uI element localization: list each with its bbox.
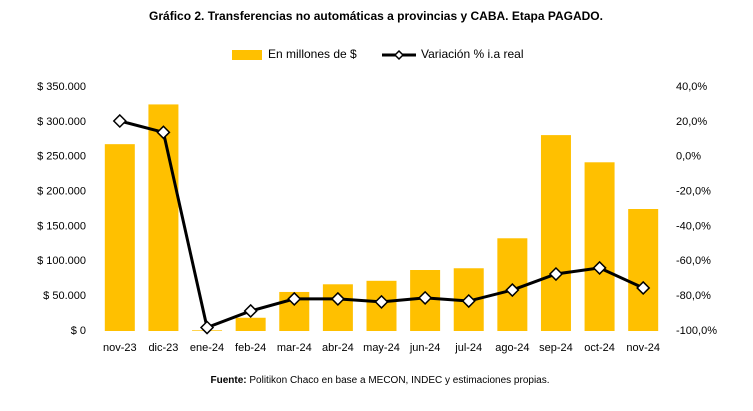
- legend-marker: [393, 49, 405, 61]
- y-tick-label: $ 150.000: [37, 220, 86, 232]
- line-marker: [505, 282, 520, 298]
- chart-title: Gráfico 2. Transferencias no automáticas…: [149, 9, 603, 23]
- y2-tick-label: -100,0%: [676, 325, 717, 337]
- x-tick-label: jun-24: [409, 342, 441, 354]
- y2-tick-label: -20,0%: [676, 185, 711, 197]
- y2-tick-label: -60,0%: [676, 255, 711, 267]
- line-marker: [374, 294, 389, 309]
- line-marker: [287, 291, 302, 306]
- line-marker: [592, 260, 607, 275]
- y2-tick-label: 0,0%: [676, 151, 701, 163]
- line-marker: [418, 290, 433, 305]
- x-tick-label: oct-24: [584, 342, 615, 354]
- line-marker: [199, 320, 215, 335]
- line-marker: [156, 125, 171, 140]
- legend-swatch: [232, 50, 262, 60]
- y-tick-label: $ 0: [71, 325, 86, 337]
- x-tick-label: feb-24: [235, 342, 266, 354]
- x-tick-label: ene-24: [190, 342, 224, 354]
- x-tick-label: mar-24: [277, 342, 312, 354]
- x-tick-label: may-24: [363, 342, 400, 354]
- bar: [322, 284, 353, 331]
- bar: [104, 144, 135, 331]
- legend-label: En millones de $: [268, 47, 357, 61]
- y-tick-label: $ 300.000: [37, 116, 86, 128]
- bar: [628, 209, 659, 331]
- source: Fuente: Politikon Chaco en base a MECON,…: [210, 375, 549, 386]
- line-marker: [243, 303, 258, 319]
- x-tick-label: nov-23: [103, 342, 137, 354]
- bar: [148, 104, 179, 331]
- x-tick-label: nov-24: [626, 342, 660, 354]
- source-text: Politikon Chaco en base a MECON, INDEC y…: [249, 375, 549, 386]
- y2-tick-label: -80,0%: [676, 290, 711, 302]
- y-tick-label: $ 350.000: [37, 81, 86, 93]
- y2-tick-label: 20,0%: [676, 116, 707, 128]
- x-tick-label: dic-23: [148, 342, 178, 354]
- line-marker: [636, 280, 651, 296]
- bar: [584, 162, 615, 331]
- y2-tick-label: -40,0%: [676, 220, 711, 232]
- line-marker: [330, 291, 345, 306]
- y2-tick-label: 40,0%: [676, 81, 707, 93]
- line-marker: [548, 266, 564, 282]
- bar: [540, 135, 571, 331]
- line-marker: [112, 113, 127, 129]
- bar: [235, 317, 266, 331]
- y-tick-label: $ 200.000: [37, 185, 86, 197]
- source-label: Fuente:: [210, 375, 246, 386]
- y-tick-label: $ 100.000: [37, 255, 86, 267]
- x-tick-label: sep-24: [539, 342, 573, 354]
- y-tick-label: $ 50.000: [43, 290, 86, 302]
- legend-label: Variación % i.a real: [421, 47, 524, 61]
- x-tick-label: jul-24: [454, 342, 482, 354]
- x-tick-label: ago-24: [495, 342, 529, 354]
- x-tick-label: abr-24: [322, 342, 354, 354]
- line-marker: [461, 293, 476, 309]
- y-tick-label: $ 250.000: [37, 151, 86, 163]
